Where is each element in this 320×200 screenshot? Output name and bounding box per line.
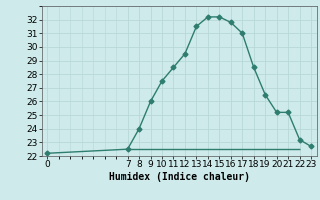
X-axis label: Humidex (Indice chaleur): Humidex (Indice chaleur) <box>109 172 250 182</box>
